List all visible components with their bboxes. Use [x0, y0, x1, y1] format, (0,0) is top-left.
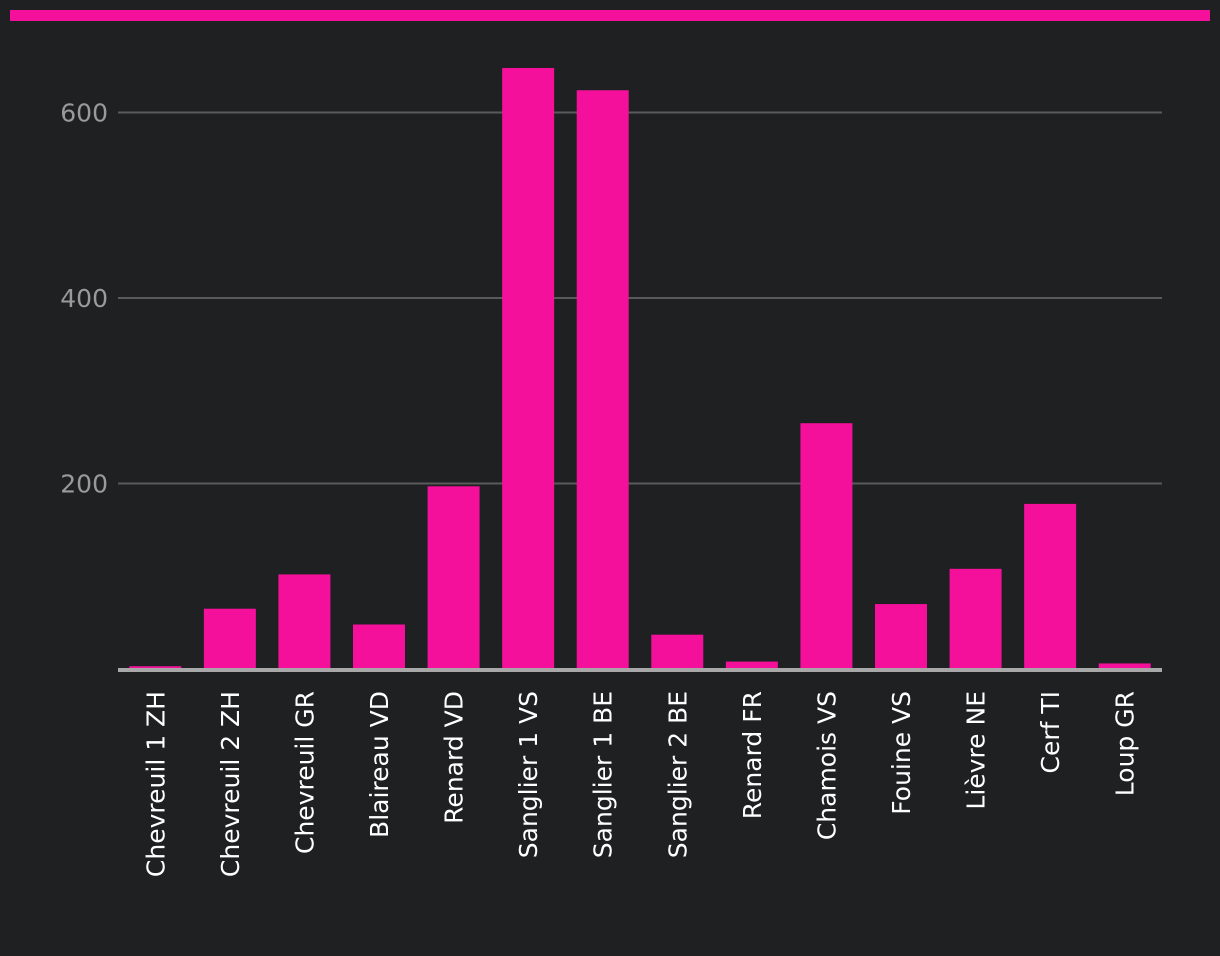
- bar: [800, 423, 853, 669]
- x-tick-label: Renard VD: [440, 691, 469, 824]
- bar: [651, 634, 704, 669]
- bar: [875, 604, 927, 669]
- top-accent-bar: [10, 10, 1210, 21]
- bar: [129, 666, 182, 669]
- x-tick-label: Chevreuil GR: [290, 691, 319, 854]
- x-tick-label: Sanglier 1 BE: [589, 691, 618, 858]
- x-tick-label: Chevreuil 2 ZH: [216, 691, 245, 877]
- bar: [353, 624, 405, 669]
- x-tick-label: Sanglier 1 VS: [514, 691, 543, 858]
- x-tick-label: Lièvre NE: [962, 691, 991, 810]
- x-tick-label: Loup GR: [1111, 691, 1140, 796]
- bar: [427, 486, 480, 669]
- bar: [725, 661, 778, 669]
- bar: [1098, 663, 1151, 669]
- x-tick-label: Sanglier 2 BE: [663, 691, 692, 858]
- bar: [502, 67, 555, 670]
- bar: [949, 568, 1002, 669]
- x-tick-label: Chamois VS: [812, 691, 841, 840]
- x-tick-label: Blaireau VD: [365, 691, 394, 838]
- bar: [278, 574, 331, 669]
- x-tick-label: Chevreuil 1 ZH: [141, 691, 170, 877]
- x-tick-label: Cerf TI: [1036, 691, 1065, 774]
- y-tick-label: 400: [60, 284, 108, 313]
- y-tick-label: 600: [60, 99, 108, 128]
- y-tick-label: 200: [60, 470, 108, 499]
- y-tick-labels: 200 400 600: [60, 99, 108, 499]
- bar: [203, 608, 256, 669]
- x-tick-labels: Chevreuil 1 ZH Chevreuil 2 ZH Chevreuil GR…: [141, 691, 1139, 877]
- x-tick-label: Fouine VS: [887, 691, 916, 815]
- bars: [129, 67, 1151, 670]
- x-tick-label: Renard FR: [738, 691, 767, 819]
- gridlines: [118, 111, 1162, 485]
- bar: [576, 90, 629, 670]
- bar: [1024, 503, 1077, 669]
